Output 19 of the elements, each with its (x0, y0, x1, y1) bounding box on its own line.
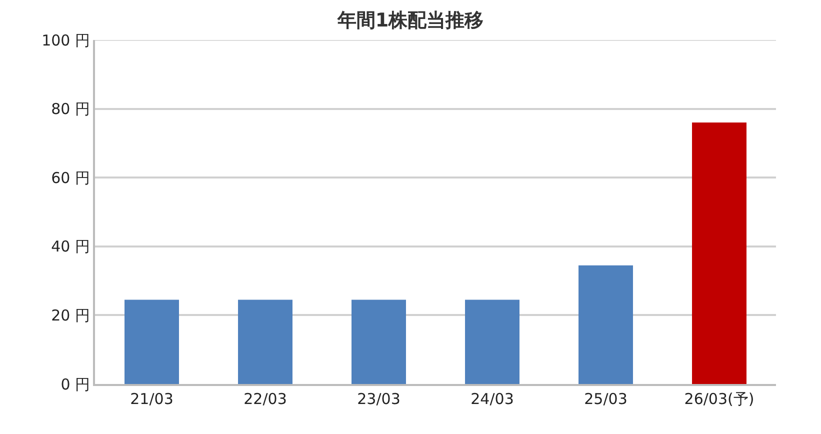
x-tick-label: 21/03 (130, 390, 174, 408)
bar (465, 300, 520, 384)
y-tick-label: 0 円 (60, 375, 90, 394)
x-tick-label: 25/03 (584, 390, 628, 408)
x-tick-label: 23/03 (357, 390, 400, 408)
x-tick-label: 24/03 (470, 390, 514, 408)
bar (238, 300, 292, 384)
bar (578, 265, 633, 384)
chart-title: 年間1株配当推移 (336, 9, 484, 32)
x-tick-label: 22/03 (244, 390, 287, 408)
bar (352, 300, 406, 384)
y-tick-label: 20 円 (51, 306, 90, 324)
y-tick-label: 100 円 (42, 31, 90, 50)
y-tick-label: 80 円 (51, 100, 90, 118)
bar (692, 122, 746, 384)
x-tick-label: 26/03(予) (684, 390, 754, 408)
bar (124, 300, 179, 384)
y-tick-label: 40 円 (51, 238, 90, 256)
y-tick-label: 60 円 (51, 168, 90, 187)
